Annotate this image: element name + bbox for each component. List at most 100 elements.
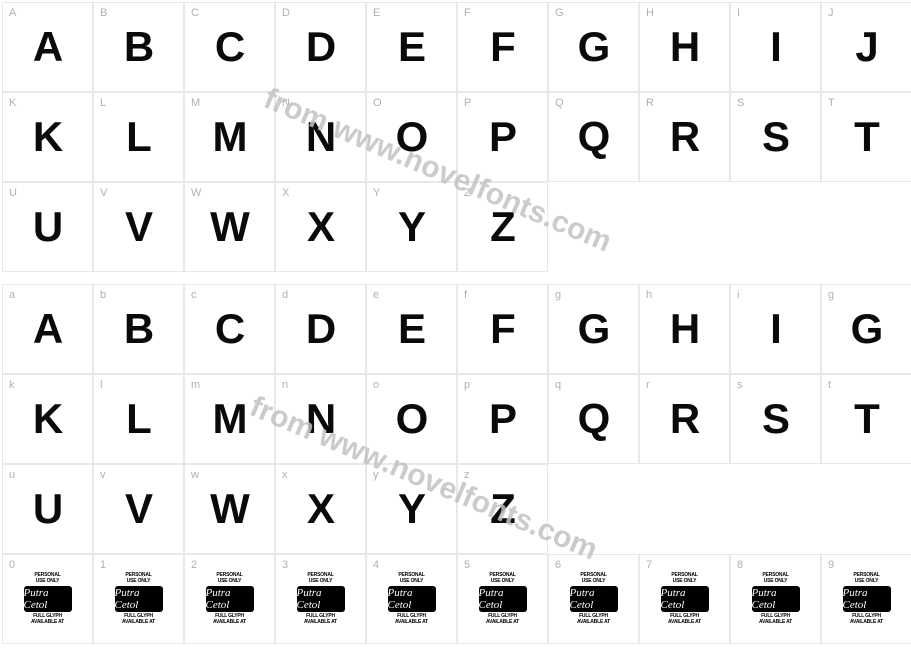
badge-logo: Putra Cetol (752, 586, 800, 612)
badge-logo: Putra Cetol (570, 586, 618, 612)
glyph: K (33, 395, 62, 443)
glyph-cell: VV (93, 182, 184, 272)
glyph: R (670, 395, 699, 443)
key-label: S (737, 97, 744, 109)
row-spacer (2, 272, 911, 284)
glyph: W (210, 485, 249, 533)
glyph: E (398, 23, 425, 71)
personal-use-badge: PERSONALUSE ONLY Putra Cetol FULL GLYPHAVA… (748, 571, 804, 627)
glyph-cell: 7 PERSONALUSE ONLYPutra CetolFULL GLYPHAV… (639, 554, 730, 644)
key-label: 9 (828, 559, 834, 571)
glyph: C (215, 305, 244, 353)
key-label: g (828, 289, 834, 301)
personal-use-badge: PERSONALUSE ONLYPutra CetolFULL GLYPHAVA… (657, 571, 713, 627)
glyph: K (33, 113, 62, 161)
badge-bottom: FULL GLYPHAVAILABLE AT (850, 614, 883, 625)
badge-top: PERSONALUSE ONLY (580, 573, 606, 584)
glyph-cell: KK (2, 92, 93, 182)
glyph: H (670, 23, 699, 71)
badge-bottom: FULL GLYPHAVAILABLE AT (759, 614, 792, 625)
key-label: 3 (282, 559, 288, 571)
glyph-cell: ZZ (457, 182, 548, 272)
glyph-cell: 4 PERSONALUSE ONLY Putra Cetol FULL GLYPHAV… (366, 554, 457, 644)
glyph-cell: NN (275, 92, 366, 182)
glyph-cell: fF (457, 284, 548, 374)
glyph-cell: zZ (457, 464, 548, 554)
key-label: z (464, 469, 470, 481)
glyph: W (210, 203, 249, 251)
badge-bottom: FULL GLYPHAVAILABLE AT (395, 614, 428, 625)
key-label: a (9, 289, 15, 301)
glyph-cell (821, 182, 911, 272)
personal-use-badge: PERSONALUSE ONLYPutra CetolFULL GLYPHAVA… (293, 571, 349, 627)
glyph: N (306, 395, 335, 443)
glyph: L (126, 113, 151, 161)
glyph-cell (639, 464, 730, 554)
glyph: C (215, 23, 244, 71)
key-label: w (191, 469, 199, 481)
key-label: k (9, 379, 15, 391)
glyph: G (851, 305, 883, 353)
key-label: o (373, 379, 379, 391)
glyph: I (770, 305, 781, 353)
key-label: E (373, 7, 380, 19)
key-label: x (282, 469, 288, 481)
glyph-cell: 8 PERSONALUSE ONLY Putra Cetol FULL GLYPHAV… (730, 554, 821, 644)
glyph: Z (490, 485, 515, 533)
key-label: N (282, 97, 290, 109)
badge-top: PERSONALUSE ONLY (762, 573, 788, 584)
glyph-cell (730, 464, 821, 554)
glyph-cell: cC (184, 284, 275, 374)
key-label: m (191, 379, 200, 391)
glyph-cell: eE (366, 284, 457, 374)
key-label: C (191, 7, 199, 19)
key-label: Q (555, 97, 564, 109)
glyph-cell: uU (2, 464, 93, 554)
key-label: 2 (191, 559, 197, 571)
glyph-cell (548, 182, 639, 272)
badge-logo: Putra Cetol (388, 586, 436, 612)
key-label: O (373, 97, 382, 109)
badge-bottom: FULL GLYPHAVAILABLE AT (668, 614, 701, 625)
key-label: 4 (373, 559, 379, 571)
glyph-cell: WW (184, 182, 275, 272)
key-label: h (646, 289, 652, 301)
key-label: 6 (555, 559, 561, 571)
glyph-cell: dD (275, 284, 366, 374)
glyph-cell: YY (366, 182, 457, 272)
glyph: N (306, 113, 335, 161)
personal-use-badge: PERSONALUSE ONLYPutra CetolFULL GLYPHAVA… (202, 571, 258, 627)
key-label: P (464, 97, 471, 109)
glyph-cell: rR (639, 374, 730, 464)
badge-top: PERSONALUSE ONLY (398, 573, 424, 584)
key-label: 5 (464, 559, 470, 571)
key-label: B (100, 7, 107, 19)
glyph-cell: 3 PERSONALUSE ONLYPutra CetolFULL GLYPHAV… (275, 554, 366, 644)
glyph-cell: 0PERSONALUSE ONLYPutra CetolFULL GLYPHAV… (2, 554, 93, 644)
glyph-cell: 2 PERSONALUSE ONLYPutra CetolFULL GLYPHAV… (184, 554, 275, 644)
badge-logo: Putra Cetol (24, 586, 72, 612)
glyph-cell: QQ (548, 92, 639, 182)
glyph: F (490, 305, 515, 353)
glyph: T (854, 113, 879, 161)
glyph-cell: nN (275, 374, 366, 464)
glyph-cell: 6PERSONALUSE ONLYPutra CetolFULL GLYPHAV… (548, 554, 639, 644)
key-label: L (100, 97, 106, 109)
glyph: P (489, 113, 516, 161)
glyph: U (33, 203, 62, 251)
glyph: V (125, 203, 152, 251)
badge-top: PERSONALUSE ONLY (489, 573, 515, 584)
glyph-cell: pP (457, 374, 548, 464)
glyph: B (124, 23, 153, 71)
badge-logo: Putra Cetol (479, 586, 527, 612)
key-label: Z (464, 187, 471, 199)
glyph-cell: LL (93, 92, 184, 182)
key-label: W (191, 187, 201, 199)
glyph-cell: yY (366, 464, 457, 554)
key-label: 7 (646, 559, 652, 571)
glyph-cell: lL (93, 374, 184, 464)
key-label: R (646, 97, 654, 109)
glyph: D (306, 23, 335, 71)
key-label: 0 (9, 559, 15, 571)
key-label: 8 (737, 559, 743, 571)
